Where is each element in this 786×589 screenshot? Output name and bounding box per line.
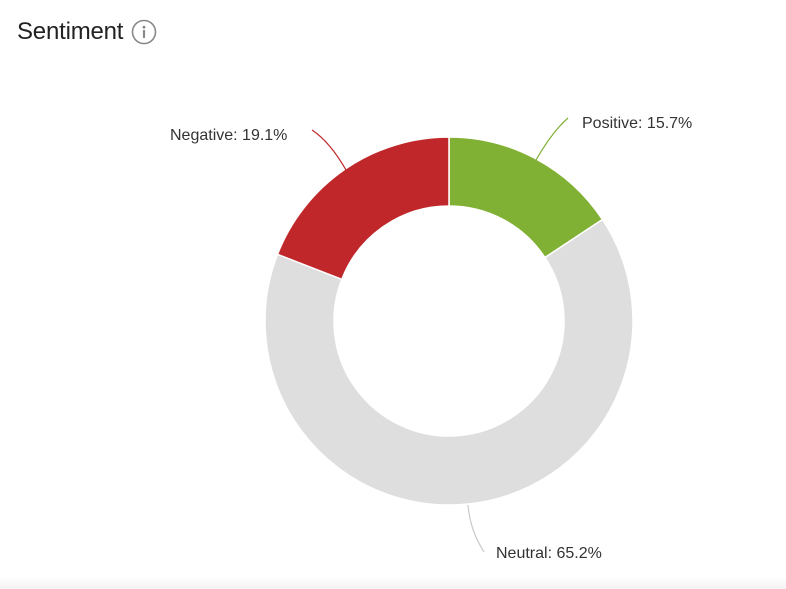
label-positive: Positive: 15.7% bbox=[582, 115, 692, 132]
slice-negative[interactable] bbox=[276, 136, 450, 281]
info-circle-icon[interactable] bbox=[131, 19, 157, 45]
card-header: Sentiment bbox=[17, 18, 157, 46]
connector-neutral bbox=[467, 504, 485, 553]
label-negative: Negative: 19.1% bbox=[170, 127, 287, 144]
connector-positive bbox=[535, 117, 569, 161]
connector-negative bbox=[311, 129, 347, 171]
connectors-layer bbox=[311, 117, 569, 553]
slices-layer bbox=[264, 136, 634, 506]
card-title: Sentiment bbox=[17, 18, 124, 45]
labels-layer: Positive: 15.7% Neutral: 65.2% Negative: 1… bbox=[170, 115, 692, 562]
card-bottom-edge bbox=[0, 577, 786, 589]
slice-neutral[interactable] bbox=[264, 218, 634, 506]
label-neutral: Neutral: 65.2% bbox=[496, 545, 602, 562]
